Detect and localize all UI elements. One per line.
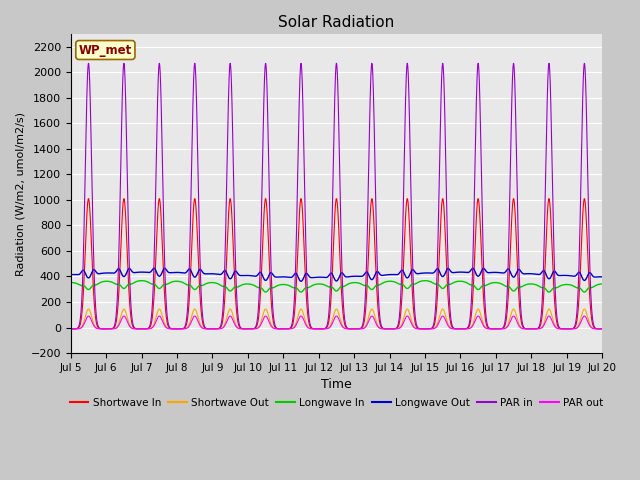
Title: Solar Radiation: Solar Radiation <box>278 15 395 30</box>
Y-axis label: Radiation (W/m2, umol/m2/s): Radiation (W/m2, umol/m2/s) <box>15 111 25 276</box>
X-axis label: Time: Time <box>321 378 352 391</box>
Text: WP_met: WP_met <box>79 44 132 57</box>
Legend: Shortwave In, Shortwave Out, Longwave In, Longwave Out, PAR in, PAR out: Shortwave In, Shortwave Out, Longwave In… <box>65 394 607 412</box>
